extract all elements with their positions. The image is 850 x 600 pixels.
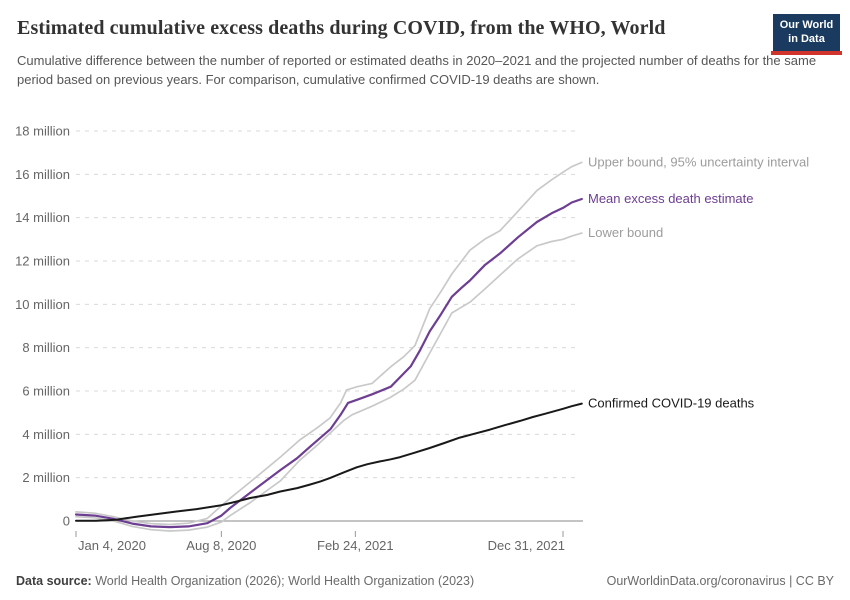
license-link[interactable]: OurWorldinData.org/coronavirus | CC BY — [606, 574, 834, 588]
x-tick-label: Jan 4, 2020 — [78, 538, 146, 553]
x-tick-label: Feb 24, 2021 — [317, 538, 394, 553]
datasource-text: World Health Organization (2026); World … — [91, 574, 475, 588]
y-tick-label: 2 million — [22, 470, 70, 485]
owid-logo: Our World in Data — [771, 14, 842, 55]
datasource-line: Data source: World Health Organization (… — [16, 574, 474, 588]
owid-logo-box: Our World in Data — [773, 14, 840, 51]
y-tick-label: 16 million — [15, 167, 70, 182]
series-line-confirmed-covid-deaths — [75, 402, 583, 522]
page-title: Estimated cumulative excess deaths durin… — [17, 17, 666, 39]
series-label-mean-excess-deaths: Mean excess death estimate — [588, 191, 753, 206]
owid-logo-line1: Our World — [779, 19, 834, 31]
y-tick-label: 0 — [63, 514, 70, 529]
x-tick-label: Aug 8, 2020 — [186, 538, 256, 553]
series-line-lower-bound — [75, 232, 583, 532]
y-tick-label: 6 million — [22, 384, 70, 399]
y-tick-label: 14 million — [15, 210, 70, 225]
y-tick-label: 18 million — [15, 124, 70, 139]
y-tick-label: 12 million — [15, 254, 70, 269]
owid-logo-accent-bar — [771, 50, 842, 55]
owid-logo-line2: in Data — [788, 32, 825, 45]
y-tick-label: 10 million — [15, 297, 70, 312]
x-tick-label: Dec 31, 2021 — [488, 538, 565, 553]
footer: Data source: World Health Organization (… — [16, 574, 834, 588]
datasource-label: Data source: — [16, 574, 92, 588]
series-label-lower-bound: Lower bound — [588, 225, 663, 240]
y-tick-label: 8 million — [22, 340, 70, 355]
y-tick-label: 4 million — [22, 427, 70, 442]
series-label-confirmed-covid-deaths: Confirmed COVID-19 deaths — [588, 396, 755, 411]
page-subtitle: Cumulative difference between the number… — [17, 53, 817, 87]
series-line-upper-bound — [75, 161, 583, 526]
series-label-upper-bound: Upper bound, 95% uncertainty interval — [588, 154, 809, 169]
series-line-mean-excess-deaths — [74, 197, 583, 529]
header: Estimated cumulative excess deaths durin… — [17, 14, 842, 90]
